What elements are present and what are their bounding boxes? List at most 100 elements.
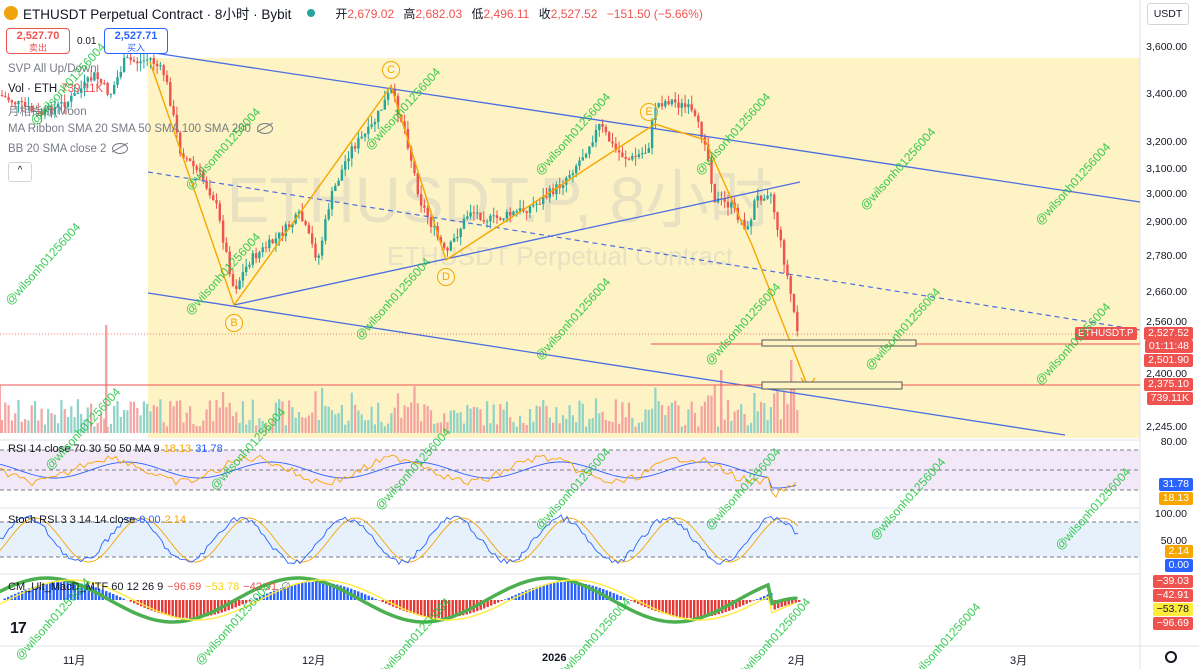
volume-bar bbox=[730, 420, 733, 433]
channel-midline[interactable] bbox=[147, 171, 1141, 331]
candle-body bbox=[327, 209, 330, 220]
volume-bar bbox=[53, 414, 56, 433]
macd-histogram-bar bbox=[17, 592, 20, 600]
candle-body bbox=[175, 114, 179, 133]
macd-histogram-bar bbox=[539, 585, 542, 600]
currency-selector[interactable]: USDT bbox=[1147, 3, 1189, 25]
macd-histogram-bar bbox=[556, 582, 559, 600]
ma-ribbon-indicator-label[interactable]: MA Ribbon SMA 20 SMA 50 SMA 100 SMA 200 bbox=[8, 123, 273, 135]
macd-histogram-bar bbox=[532, 587, 535, 600]
bb-indicator-label[interactable]: BB 20 SMA close 2 bbox=[8, 143, 129, 155]
eye-off-icon[interactable] bbox=[112, 143, 129, 155]
stoch-pane-label[interactable]: Stoch RSI 3 3 14 14 close 0.00 2.14 bbox=[8, 514, 186, 526]
volume-bar bbox=[611, 422, 614, 433]
volume-bar bbox=[136, 408, 139, 433]
macd-histogram-bar bbox=[710, 600, 713, 616]
macd-pane-label[interactable]: CM_Ult_MacD_MTF 60 12 26 9 −96.69 −53.78 −4… bbox=[8, 580, 291, 593]
volume-bar bbox=[436, 422, 439, 433]
candle-body bbox=[14, 102, 17, 105]
macd-histogram-bar bbox=[623, 597, 626, 600]
candle-body bbox=[73, 93, 76, 96]
volume-indicator-label[interactable]: Vol · ETH 739.11K bbox=[8, 83, 103, 95]
sell-button[interactable]: 2,527.70 卖出 bbox=[6, 28, 70, 54]
candle-body bbox=[452, 238, 456, 242]
macd-histogram-bar bbox=[241, 600, 244, 605]
volume-bar bbox=[667, 405, 670, 433]
moon-indicator-label[interactable]: 月相指标(Moon bbox=[8, 106, 87, 118]
time-label-2026: 2026 bbox=[542, 652, 567, 664]
volume-bar bbox=[109, 423, 112, 433]
wave-label-d[interactable]: D bbox=[437, 268, 455, 286]
macd-histogram-bar bbox=[427, 600, 430, 618]
collapse-legend-button[interactable]: ^ bbox=[8, 162, 32, 182]
rsi-badge: 18.13 bbox=[1158, 492, 1193, 505]
candle-body bbox=[47, 106, 50, 109]
volume-bar bbox=[228, 402, 231, 433]
candle-body bbox=[690, 104, 693, 111]
candle-body bbox=[80, 88, 83, 93]
candle-body bbox=[103, 82, 106, 84]
volume-bar bbox=[142, 401, 145, 433]
volume-bar bbox=[93, 426, 96, 433]
tradingview-logo[interactable]: 17 bbox=[10, 620, 27, 637]
volume-bar bbox=[677, 405, 680, 433]
price-axis-tick: 3,400.00 bbox=[1146, 88, 1187, 100]
candle-body bbox=[225, 242, 228, 252]
macd-histogram-bar bbox=[91, 586, 94, 600]
macd-histogram-bar bbox=[738, 600, 741, 607]
macd-histogram-bar bbox=[707, 600, 710, 617]
gear-icon[interactable] bbox=[1165, 651, 1177, 663]
wave-pattern-line[interactable] bbox=[149, 61, 809, 388]
symbol-title[interactable]: ETHUSDT Perpetual Contract · 8小时 · Bybit bbox=[23, 7, 292, 22]
channel-lower-trendline[interactable] bbox=[147, 292, 1066, 436]
macd-histogram-bar bbox=[521, 591, 524, 600]
candle-body bbox=[779, 229, 782, 241]
candle-body bbox=[439, 237, 443, 243]
target-zone-1[interactable] bbox=[761, 339, 917, 347]
candle-body bbox=[416, 173, 419, 195]
candle-body bbox=[172, 106, 175, 115]
macd-histogram-bar bbox=[567, 582, 570, 600]
channel-upper-trendline[interactable] bbox=[147, 51, 1141, 203]
volume-bar bbox=[578, 400, 581, 433]
macd-histogram-bar bbox=[31, 587, 34, 600]
macd-histogram-bar bbox=[283, 587, 286, 600]
candle-body bbox=[393, 88, 396, 96]
volume-bar bbox=[235, 412, 238, 433]
candle-body bbox=[251, 253, 254, 265]
candle-body bbox=[687, 104, 690, 108]
candle-body bbox=[614, 143, 617, 151]
macd-histogram-bar bbox=[794, 600, 797, 603]
volume-bar bbox=[522, 422, 525, 433]
volume-bar bbox=[769, 407, 772, 433]
macd-histogram-bar bbox=[119, 597, 122, 600]
candle-body bbox=[4, 95, 7, 98]
candle-body bbox=[231, 274, 235, 286]
svp-indicator-label[interactable]: SVP All Up/Down bbox=[8, 63, 97, 75]
volume-bar bbox=[370, 406, 373, 433]
candle-body bbox=[30, 105, 33, 112]
volume-bar bbox=[116, 400, 119, 433]
wave-label-b[interactable]: B bbox=[225, 314, 243, 332]
macd-histogram-bar bbox=[308, 582, 311, 600]
candle-body bbox=[37, 111, 40, 113]
candle-body bbox=[683, 103, 687, 108]
macd-histogram-bar bbox=[444, 600, 447, 618]
volume-bar bbox=[416, 403, 419, 433]
candle-body bbox=[27, 105, 30, 107]
candle-body bbox=[248, 264, 251, 267]
macd-histogram-bar bbox=[3, 598, 6, 600]
rsi-pane-label[interactable]: RSI 14 close 70 30 50 50 MA 9 18.13 31.78 bbox=[8, 443, 223, 455]
volume-bar bbox=[555, 407, 558, 433]
eye-off-icon[interactable] bbox=[256, 123, 273, 135]
target-zone-2[interactable] bbox=[761, 381, 903, 390]
candle-body bbox=[479, 212, 482, 221]
triangle-lower-trendline[interactable] bbox=[233, 181, 801, 306]
buy-button[interactable]: 2,527.71 买入 bbox=[104, 28, 168, 54]
wave-label-e[interactable]: E bbox=[640, 103, 658, 121]
candle-body bbox=[598, 124, 601, 130]
macd-histogram-bar bbox=[553, 582, 556, 600]
wave-label-c[interactable]: C bbox=[382, 61, 400, 79]
candle-body bbox=[763, 198, 766, 201]
